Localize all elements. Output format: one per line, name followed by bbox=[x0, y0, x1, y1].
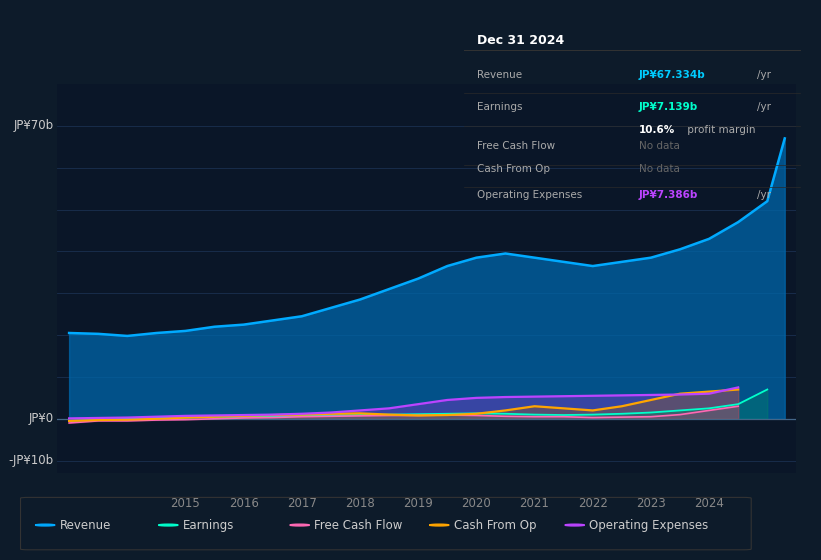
Text: Cash From Op: Cash From Op bbox=[477, 164, 550, 174]
Text: 2020: 2020 bbox=[461, 497, 491, 510]
Text: Earnings: Earnings bbox=[183, 519, 235, 531]
Text: Dec 31 2024: Dec 31 2024 bbox=[477, 34, 565, 47]
Text: /yr: /yr bbox=[757, 190, 771, 200]
Text: No data: No data bbox=[639, 164, 680, 174]
Text: /yr: /yr bbox=[757, 70, 771, 80]
Text: 2023: 2023 bbox=[636, 497, 666, 510]
Text: Operating Expenses: Operating Expenses bbox=[589, 519, 709, 531]
Text: Revenue: Revenue bbox=[60, 519, 112, 531]
Text: 2022: 2022 bbox=[578, 497, 608, 510]
Circle shape bbox=[35, 524, 55, 526]
Text: /yr: /yr bbox=[757, 102, 771, 113]
Text: JP¥7.139b: JP¥7.139b bbox=[639, 102, 698, 113]
Text: 2015: 2015 bbox=[171, 497, 200, 510]
Circle shape bbox=[158, 524, 178, 526]
Text: Free Cash Flow: Free Cash Flow bbox=[477, 141, 556, 151]
Text: 2017: 2017 bbox=[287, 497, 317, 510]
Text: 10.6%: 10.6% bbox=[639, 125, 675, 135]
Text: 2016: 2016 bbox=[229, 497, 259, 510]
Circle shape bbox=[565, 524, 585, 526]
Text: JP¥7.386b: JP¥7.386b bbox=[639, 190, 699, 200]
Text: JP¥67.334b: JP¥67.334b bbox=[639, 70, 706, 80]
Text: 2021: 2021 bbox=[520, 497, 549, 510]
Circle shape bbox=[290, 524, 310, 526]
Circle shape bbox=[429, 524, 449, 526]
Text: -JP¥10b: -JP¥10b bbox=[9, 454, 54, 467]
Text: 2018: 2018 bbox=[345, 497, 375, 510]
Text: 2024: 2024 bbox=[695, 497, 724, 510]
Text: Cash From Op: Cash From Op bbox=[454, 519, 536, 531]
Text: profit margin: profit margin bbox=[685, 125, 756, 135]
Text: 2019: 2019 bbox=[403, 497, 433, 510]
Text: Earnings: Earnings bbox=[477, 102, 523, 113]
Text: No data: No data bbox=[639, 141, 680, 151]
Text: Revenue: Revenue bbox=[477, 70, 522, 80]
Text: Free Cash Flow: Free Cash Flow bbox=[314, 519, 403, 531]
Text: JP¥0: JP¥0 bbox=[29, 412, 54, 425]
Text: JP¥70b: JP¥70b bbox=[14, 119, 54, 132]
Text: Operating Expenses: Operating Expenses bbox=[477, 190, 583, 200]
